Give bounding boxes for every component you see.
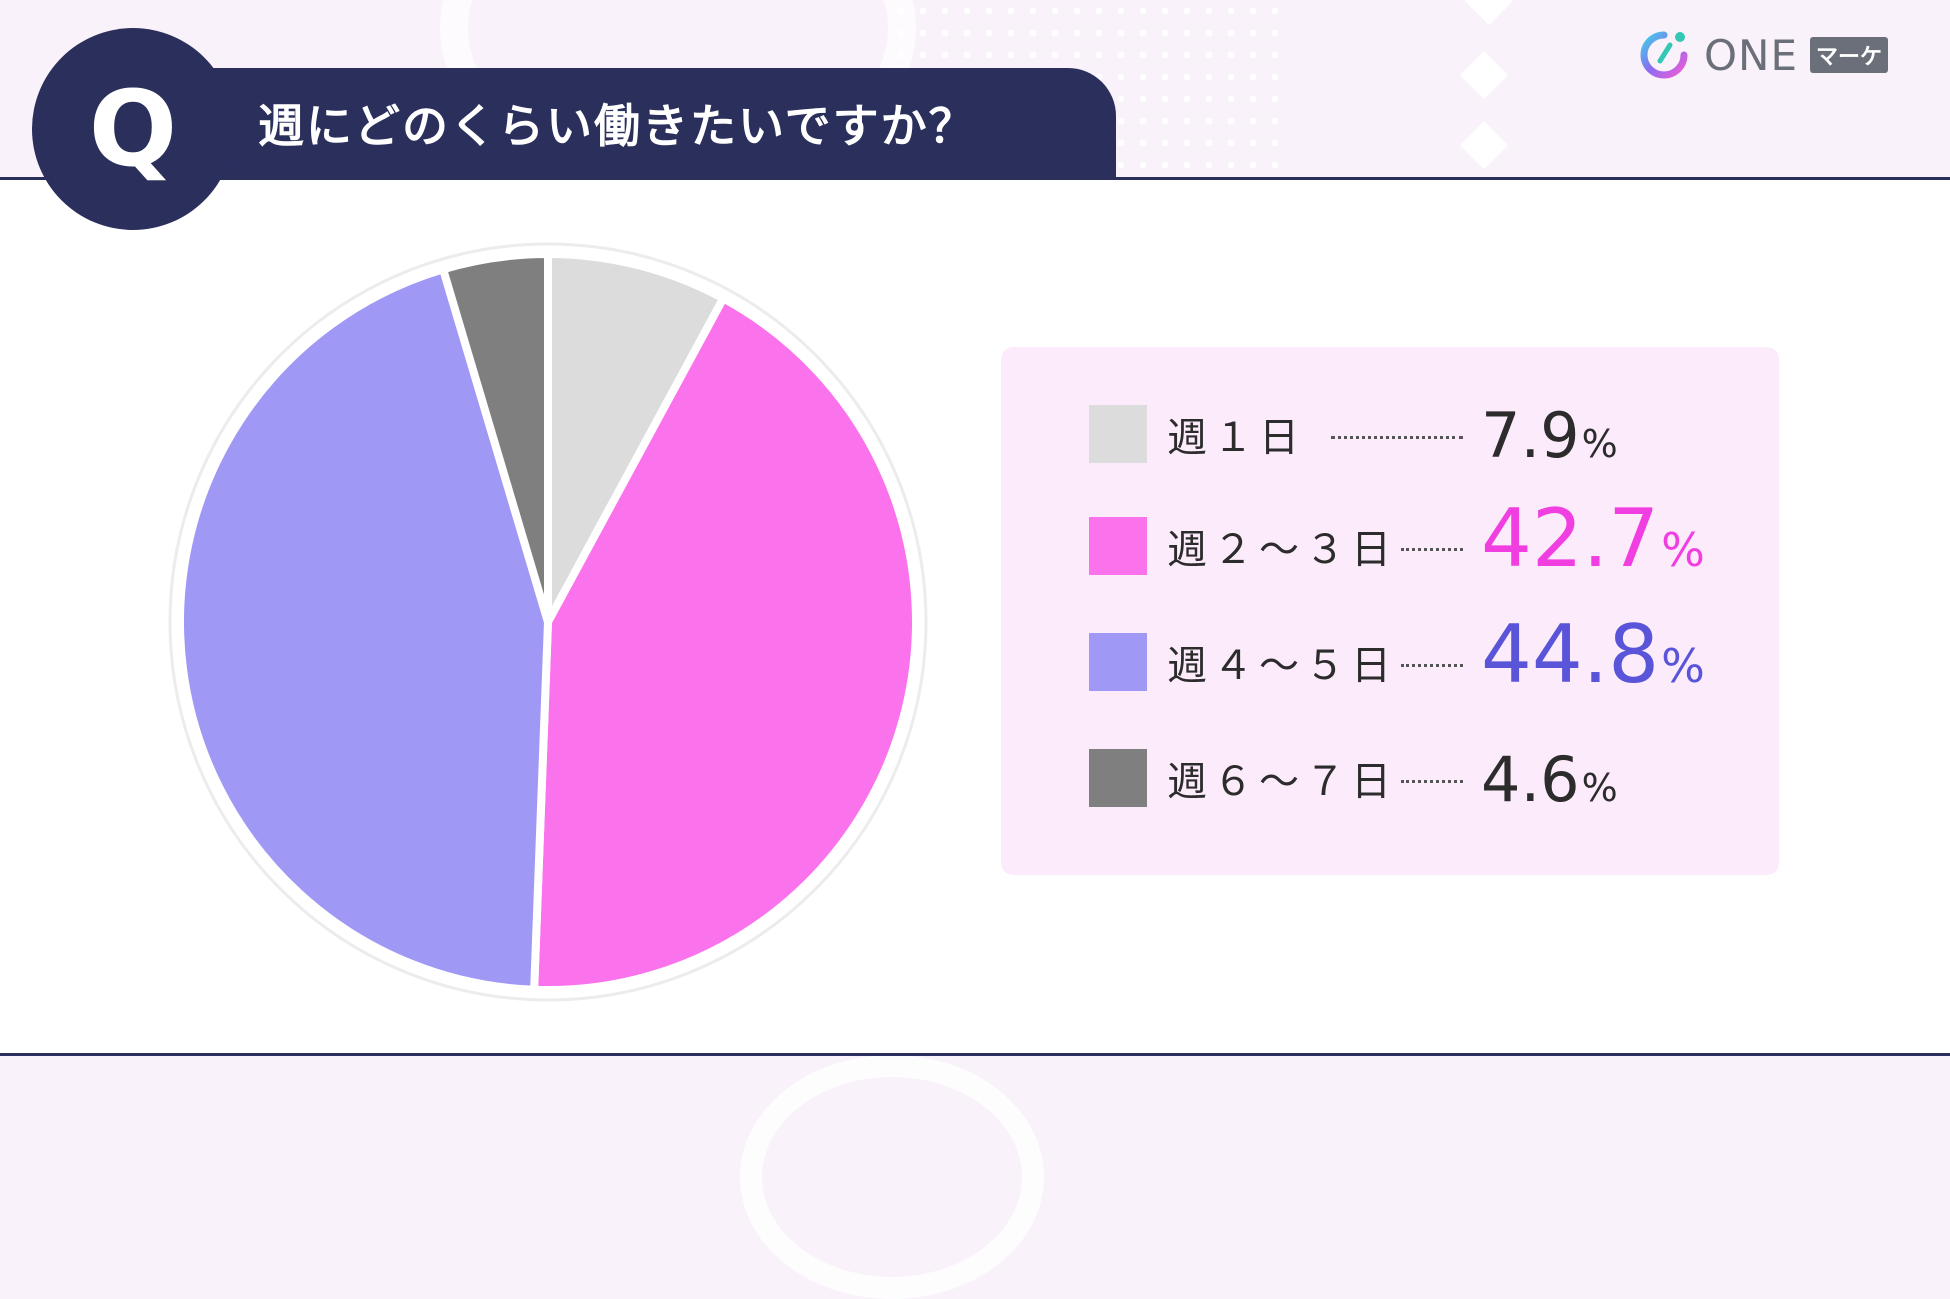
legend-value: 4.6% — [1481, 749, 1618, 811]
background-diamond — [1464, 0, 1514, 26]
question-badge-letter: Q — [88, 68, 178, 190]
legend-label: 週２～３日 — [1167, 527, 1397, 573]
pie-chart — [168, 242, 928, 1002]
pie-slice-3 — [176, 265, 552, 994]
logo-text: ONE — [1704, 30, 1799, 80]
one-marke-logo-icon — [1640, 31, 1688, 79]
legend-swatch — [1089, 405, 1147, 463]
legend-value: 44.8% — [1481, 615, 1705, 695]
legend-leader-dots — [1401, 664, 1463, 667]
legend-swatch — [1089, 749, 1147, 807]
legend-value-unit: % — [1581, 766, 1618, 810]
question-title: 週にどのくらい働きたいですか？ — [258, 99, 977, 153]
legend-value-number: 44.8 — [1481, 608, 1660, 701]
legend-value: 42.7% — [1481, 499, 1705, 579]
pie-chart-svg — [168, 242, 928, 1002]
legend-item: 週１日 7.9% — [1089, 405, 1769, 467]
legend-value-number: 42.7 — [1481, 492, 1660, 585]
legend-label: 週１日 — [1167, 415, 1305, 461]
legend-label: 週４～５日 — [1167, 643, 1397, 689]
question-banner — [130, 68, 1116, 178]
chart-legend: 週１日 7.9% 週２～３日 42.7% 週４～５日 44.8% 週６～７日 4.6% — [1001, 347, 1779, 875]
question-badge — [32, 28, 234, 230]
logo-tag: マーケ — [1810, 37, 1889, 73]
bottom-divider — [0, 1053, 1950, 1056]
legend-leader-dots — [1401, 780, 1463, 783]
background-diamond — [1459, 50, 1509, 100]
brand-logo: ONE マーケ — [1636, 22, 1889, 88]
legend-leader-dots — [1331, 436, 1463, 439]
background-arc — [740, 1055, 1044, 1299]
legend-value-number: 7.9 — [1481, 399, 1580, 472]
legend-item: 週６～７日 4.6% — [1089, 749, 1769, 811]
legend-value-unit: % — [1661, 523, 1705, 577]
legend-swatch — [1089, 633, 1147, 691]
pie-slice-4 — [439, 250, 552, 626]
legend-value-unit: % — [1581, 422, 1618, 466]
legend-swatch — [1089, 517, 1147, 575]
legend-value: 7.9% — [1481, 405, 1618, 467]
legend-value-unit: % — [1661, 639, 1705, 693]
legend-leader-dots — [1401, 548, 1463, 551]
legend-item: 週４～５日 44.8% — [1089, 615, 1769, 695]
legend-value-number: 4.6 — [1481, 743, 1580, 816]
pie-slice-2 — [530, 294, 920, 994]
legend-item: 週２～３日 42.7% — [1089, 499, 1769, 579]
legend-label: 週６～７日 — [1167, 759, 1397, 805]
pie-slice-1 — [544, 250, 728, 626]
background-diamond — [1459, 120, 1509, 170]
top-divider — [0, 177, 1950, 180]
